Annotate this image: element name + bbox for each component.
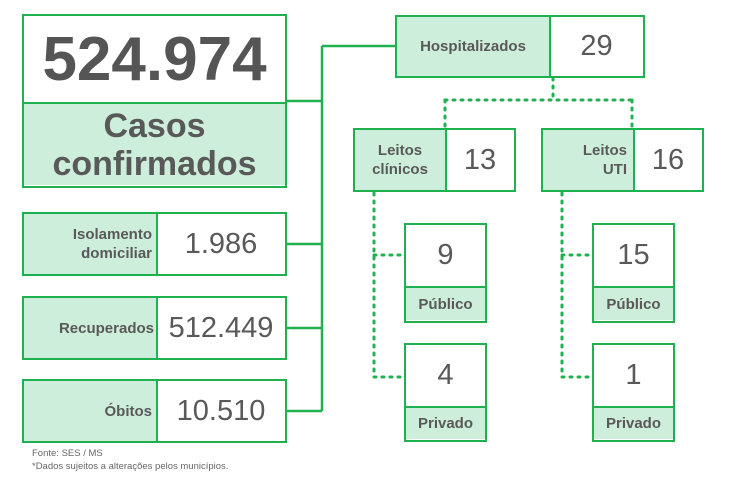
uti-publico-label: Público — [594, 288, 673, 320]
uti-privado-label: Privado — [594, 408, 673, 439]
leitos-uti-box: Leitos UTI 16 — [541, 128, 704, 192]
uti-privado-box: 1 Privado — [592, 343, 675, 442]
hospitalizados-box: Hospitalizados 29 — [395, 15, 645, 78]
leitos-clinicos-value: 13 — [447, 130, 513, 190]
clinicos-privado-label: Privado — [406, 408, 485, 439]
uti-publico-box: 15 Público — [592, 223, 675, 323]
clinicos-privado-value: 4 — [406, 345, 485, 408]
recuperados-label: Recuperados — [24, 298, 158, 358]
leitos-uti-label-line1: Leitos — [582, 142, 627, 159]
total-cases-value: 524.974 — [24, 16, 285, 102]
recuperados-box: Recuperados 512.449 — [22, 296, 287, 360]
isolamento-value: 1.986 — [158, 214, 284, 274]
source-note: Fonte: SES / MS — [32, 448, 103, 459]
isolamento-label: Isolamento domiciliar — [24, 214, 158, 274]
clinicos-privado-box: 4 Privado — [404, 343, 487, 442]
clinicos-publico-label: Público — [406, 288, 485, 320]
isolamento-label-line2: domiciliar — [81, 245, 152, 262]
leitos-uti-label-line2: UTI — [602, 161, 627, 178]
leitos-clinicos-label-line2: clínicos — [372, 161, 428, 178]
hospitalizados-label: Hospitalizados — [397, 17, 551, 76]
obitos-label: Óbitos — [24, 381, 158, 441]
uti-publico-value: 15 — [594, 225, 673, 288]
total-cases-label: Casos confirmados — [24, 102, 285, 185]
clinicos-publico-value: 9 — [406, 225, 485, 288]
obitos-box: Óbitos 10.510 — [22, 379, 287, 443]
hospitalizados-value: 29 — [551, 17, 642, 76]
disclaimer-note: *Dados sujeitos a alterações pelos munic… — [32, 461, 229, 472]
isolamento-label-line1: Isolamento — [72, 226, 152, 243]
isolamento-box: Isolamento domiciliar 1.986 — [22, 212, 287, 276]
obitos-value: 10.510 — [158, 381, 284, 441]
uti-privado-value: 1 — [594, 345, 673, 408]
leitos-uti-label: Leitos UTI — [543, 130, 635, 190]
total-cases-box: 524.974 Casos confirmados — [22, 14, 287, 188]
clinicos-publico-box: 9 Público — [404, 223, 487, 323]
leitos-clinicos-label-line1: Leitos — [377, 142, 423, 159]
leitos-clinicos-label: Leitos clínicos — [355, 130, 447, 190]
leitos-uti-value: 16 — [635, 130, 701, 190]
recuperados-value: 512.449 — [158, 298, 284, 358]
leitos-clinicos-box: Leitos clínicos 13 — [353, 128, 516, 192]
